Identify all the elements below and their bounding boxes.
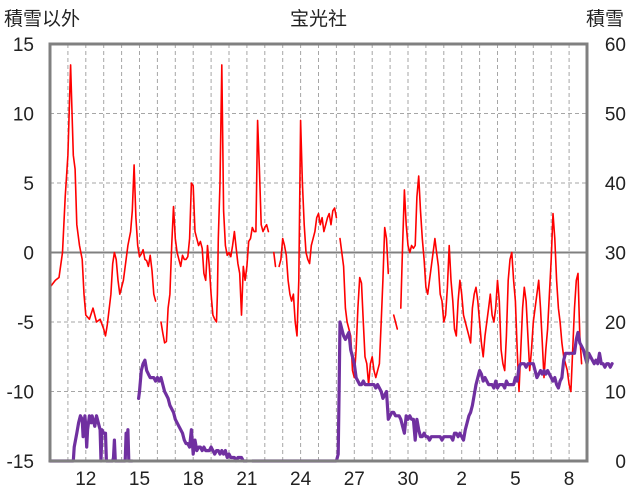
left-y-tick-label: 15: [13, 35, 34, 56]
right-y-tick-label: 40: [605, 174, 626, 195]
x-tick-label: 8: [564, 469, 575, 490]
x-tick-label: 5: [510, 469, 521, 490]
other-series-line: [273, 251, 277, 268]
x-tick-label: 27: [344, 469, 365, 490]
left-y-tick-label: -10: [7, 383, 34, 404]
right-y-tick-label: 10: [605, 383, 626, 404]
right-y-tick-label: 60: [605, 35, 626, 56]
left-axis-title: 積雪以外: [4, 9, 81, 30]
right-axis-title: 積雪: [586, 9, 625, 30]
right-y-tick-label: 0: [615, 452, 626, 473]
other-series-line: [160, 64, 270, 344]
chart-title: 宝光社: [290, 9, 348, 30]
right-y-tick-label: 30: [605, 244, 626, 265]
left-y-tick-label: -5: [17, 313, 34, 334]
x-tick-label: 15: [129, 469, 150, 490]
right-y-tick-label: 20: [605, 313, 626, 334]
grid-lines: [50, 44, 587, 461]
other-series-line: [400, 175, 583, 393]
left-y-tick-label: 0: [23, 244, 34, 265]
x-tick-label: 21: [236, 469, 257, 490]
snow-series-line: [137, 358, 249, 463]
plot-frame: [48, 42, 589, 463]
plot-border: [48, 42, 589, 463]
left-y-tick-label: 5: [23, 174, 34, 195]
other-series-line: [49, 64, 157, 337]
x-tick-label: 30: [397, 469, 418, 490]
snow-series-line: [250, 320, 614, 463]
other-series-line: [339, 226, 390, 386]
series-lines: [48, 64, 614, 463]
x-tick-label: 24: [290, 469, 312, 490]
left-y-tick-label: 10: [13, 105, 34, 126]
other-series-line: [278, 119, 338, 337]
left-y-tick-label: -15: [7, 452, 34, 473]
snow-series-line: [48, 414, 134, 463]
right-y-tick-label: 50: [605, 105, 626, 126]
x-tick-label: 18: [183, 469, 204, 490]
x-tick-label: 12: [75, 469, 96, 490]
x-tick-label: 2: [456, 469, 467, 490]
other-series-line: [392, 314, 399, 330]
tick-labels: -15 -10 -5 0 5 10 15 0 10 20 30 40 50 60 12 15 18 21 24 27 3…: [7, 35, 626, 490]
